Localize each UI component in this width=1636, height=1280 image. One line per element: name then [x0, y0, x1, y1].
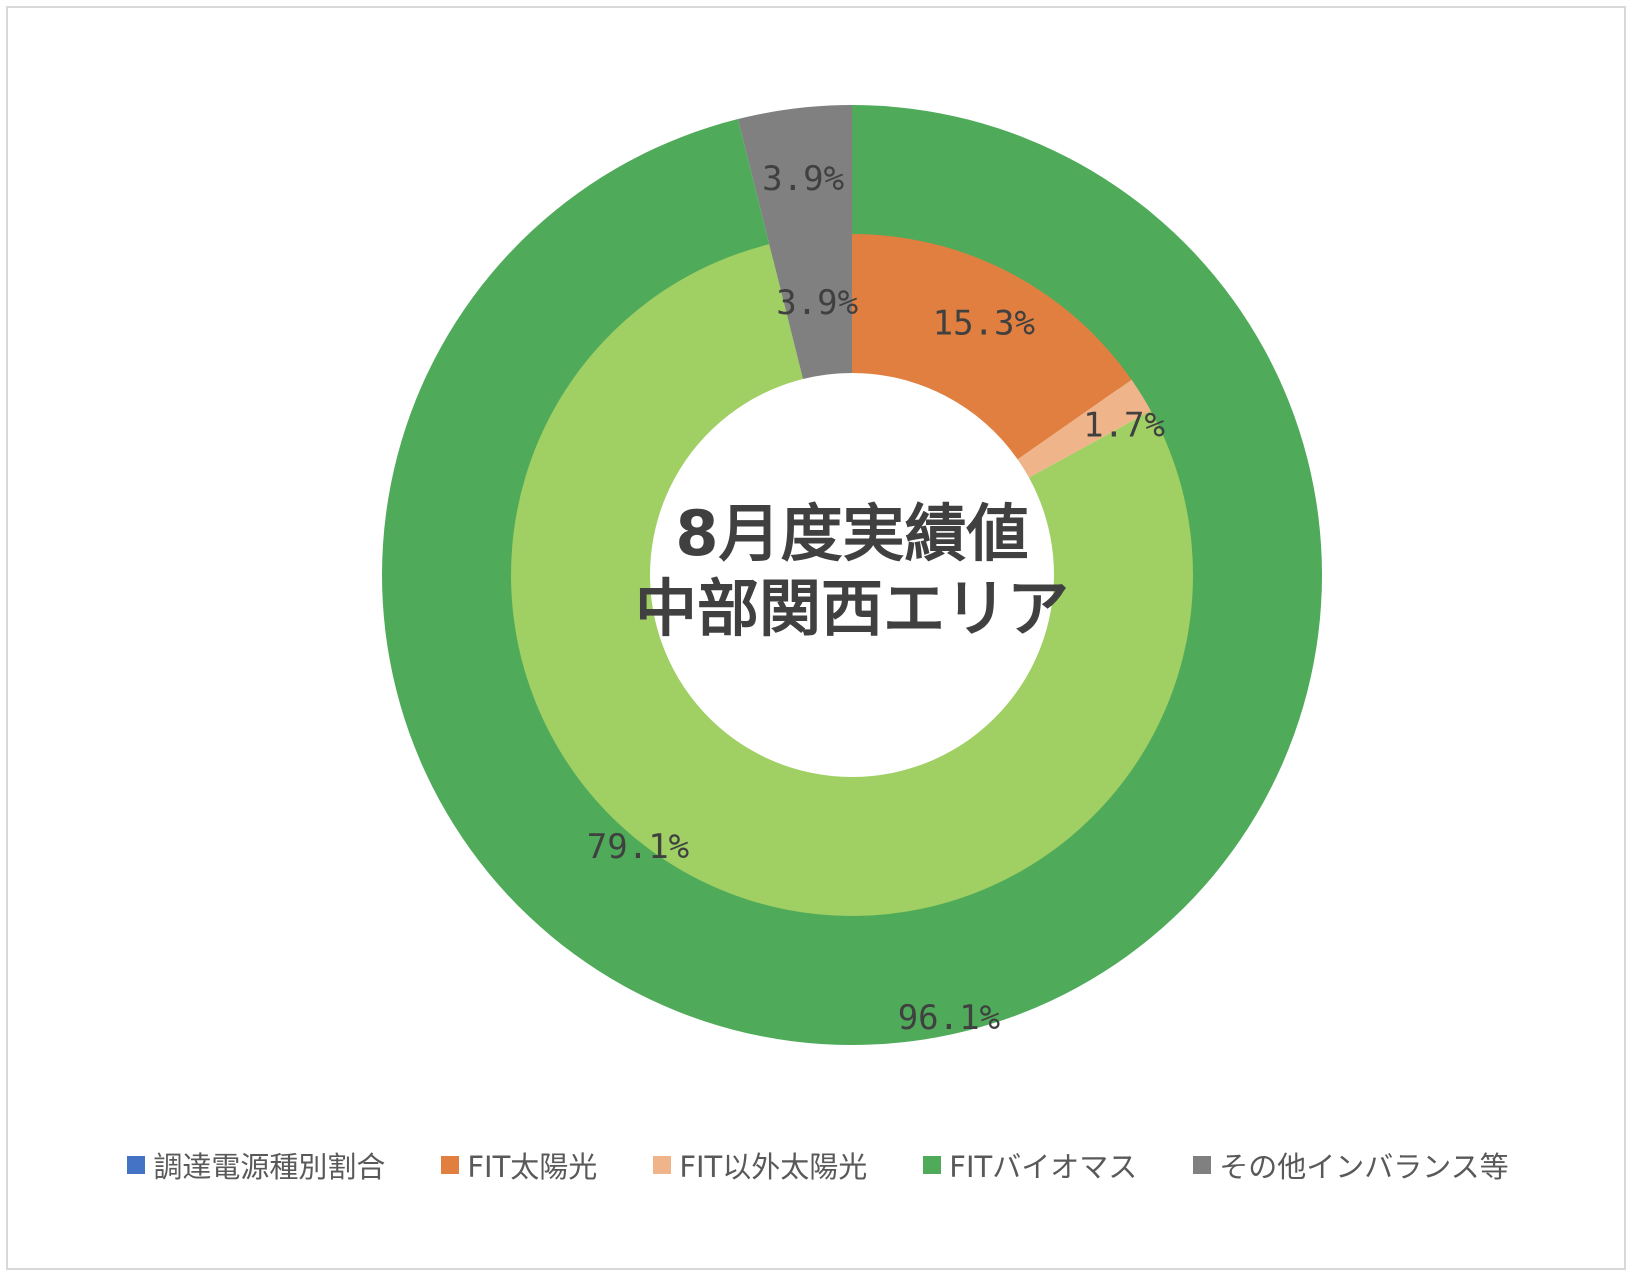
inner-data-label-2: 79.1%: [587, 827, 689, 867]
legend-item: FITバイオマス: [923, 1144, 1137, 1186]
center-title-line-2: 中部関西エリア: [635, 572, 1069, 645]
legend-item: 調達電源種別割合: [127, 1144, 385, 1186]
legend-swatch: [653, 1156, 672, 1174]
donut-chart: 96.1% 3.9% 15.3% 1.7% 79.1% 3.9% 8月度実績値 中部関西エ…: [382, 105, 1322, 1045]
outer-slice-1: [737, 105, 852, 260]
legend-label: FIT以外太陽光: [679, 1150, 868, 1184]
outer-data-label-0: 96.1%: [898, 998, 1000, 1038]
inner-data-label-1: 1.7%: [1083, 406, 1165, 446]
legend-item: FIT以外太陽光: [653, 1144, 867, 1186]
legend-item: FIT太陽光: [441, 1144, 597, 1186]
inner-data-label-3: 3.9%: [776, 283, 858, 323]
inner-slice-2: [510, 244, 1194, 916]
inner-data-label-0: 15.3%: [933, 303, 1035, 343]
legend-swatch: [127, 1156, 146, 1174]
legend-item: その他インバランス等: [1193, 1144, 1509, 1186]
legend-label: 調達電源種別割合: [153, 1150, 386, 1184]
inner-slice-0: [852, 234, 1132, 460]
legend-swatch: [441, 1156, 460, 1174]
outer-data-label-1: 3.9%: [762, 159, 844, 199]
center-title-line-1: 8月度実績値: [675, 497, 1028, 570]
inner-slice-1: [1017, 379, 1151, 478]
legend-swatch: [923, 1156, 942, 1174]
legend-swatch: [1193, 1156, 1212, 1174]
legend-label: FITバイオマス: [949, 1150, 1138, 1184]
inner-slice-3: [769, 234, 852, 380]
legend: 調達電源種別割合 FIT太陽光 FIT以外太陽光 FITバイオマス その他インバ…: [0, 1140, 1636, 1190]
legend-label: FIT太陽光: [467, 1150, 598, 1184]
legend-label: その他インバランス等: [1219, 1150, 1509, 1184]
